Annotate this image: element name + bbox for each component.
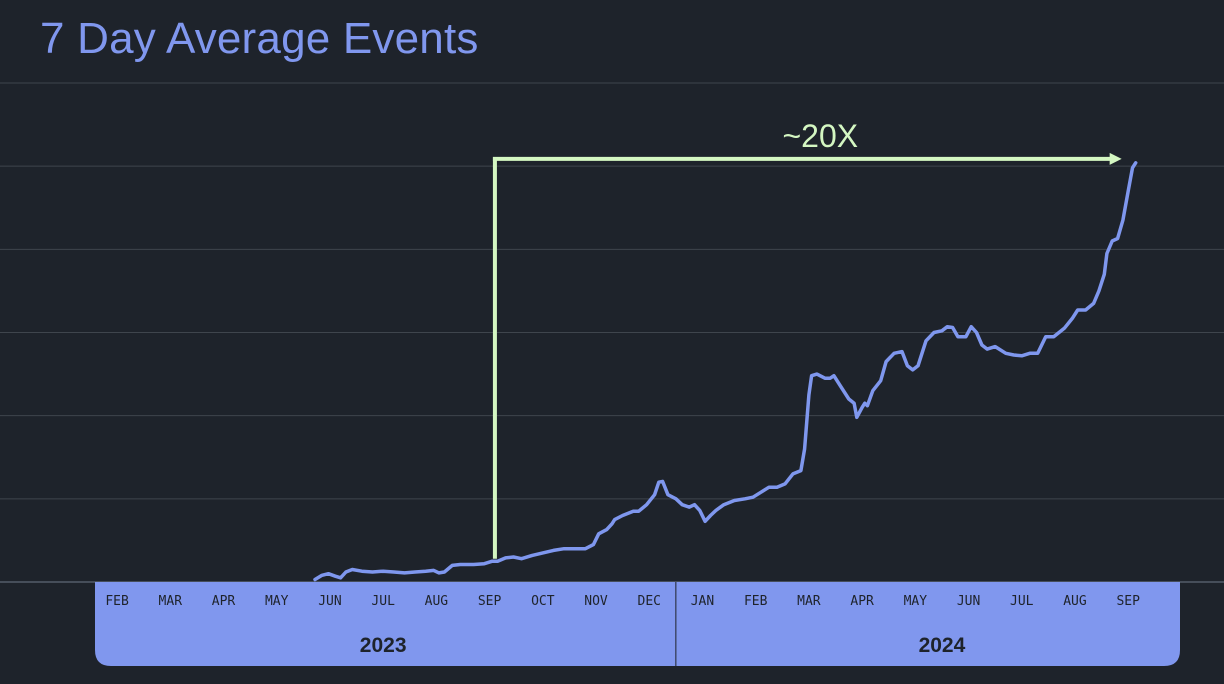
x-tick-label: OCT [531,594,555,609]
x-tick-label: MAR [159,594,183,609]
axis-band-background [95,582,1180,666]
x-tick-label: APR [212,594,236,609]
x-tick-label: MAY [904,594,928,609]
x-tick-label: JUN [318,594,341,609]
x-tick-label: SEP [478,594,502,609]
x-tick-label: SEP [1116,594,1140,609]
x-tick-label: FEB [105,594,129,609]
x-tick-label: JAN [691,594,714,609]
x-tick-label: NOV [584,594,608,609]
annotation-arrowhead [1109,152,1122,165]
x-tick-label: APR [850,594,874,609]
x-tick-label: AUG [425,594,449,609]
x-tick-label: JUN [957,594,980,609]
series-line [313,161,1138,582]
annotation-label: ~20X [782,118,858,154]
x-axis-band: FEB MAR APR MAY JUN JUL AUG SEP OCT NOV DEC JAN FEB M… [95,582,1180,666]
x-tick-label: MAR [797,594,821,609]
x-tick-label: JUL [371,594,395,609]
x-tick-label: FEB [744,594,768,609]
x-tick-label: AUG [1063,594,1087,609]
year-label: 2024 [919,634,966,657]
series-layer [313,161,1138,582]
growth-annotation: ~20X [492,118,1122,559]
year-label: 2023 [360,634,407,657]
x-tick-label: MAY [265,594,289,609]
x-tick-label: DEC [638,594,661,609]
chart-title: 7 Day Average Events [40,14,479,63]
x-tick-label: JUL [1010,594,1034,609]
